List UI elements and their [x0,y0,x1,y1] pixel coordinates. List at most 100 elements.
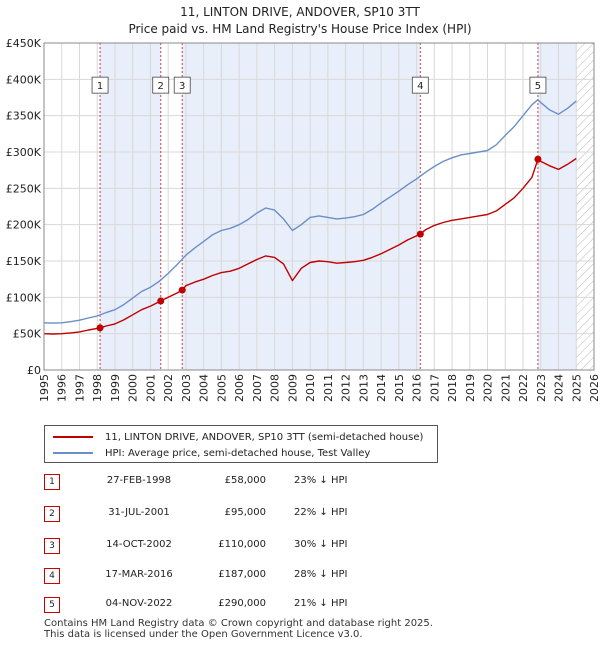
y-tick-label: £50K [13,328,42,341]
transaction-number-badge: 1 [44,474,60,490]
hpi-series-line [43,99,577,324]
legend-item-hpi: HPI: Average price, semi-detached house,… [53,446,370,460]
ownership-shade [537,43,577,370]
x-tick-label: 2012 [340,374,353,402]
transaction-price: £110,000 [218,539,266,550]
transaction-hpi-diff: 22% ↓ HPI [294,507,348,518]
transaction-hpi-diff: 23% ↓ HPI [294,475,348,486]
x-tick-label: 2021 [499,374,512,402]
y-tick-label: £400K [6,73,42,86]
x-tick-label: 2013 [357,374,370,402]
legend-property-swatch [53,436,93,438]
sale-point [534,155,542,163]
y-tick-label: £150K [6,255,42,268]
x-tick-label: 2005 [215,374,228,402]
transaction-price: £95,000 [224,507,266,518]
sale-label-number: 3 [179,81,185,92]
transaction-price: £187,000 [218,569,266,580]
legend-hpi-label: HPI: Average price, semi-detached house,… [105,447,371,459]
transaction-date: 04-NOV-2022 [105,598,173,609]
transaction-hpi-diff: 28% ↓ HPI [294,569,348,580]
footer-line-2: This data is licensed under the Open Gov… [44,629,363,640]
x-tick-label: 2023 [535,374,548,402]
y-tick-label: £350K [6,110,42,123]
sale-point [157,297,165,305]
x-tick-label: 2011 [322,374,335,402]
x-tick-label: 2004 [198,374,211,402]
x-tick-label: 1997 [73,374,86,402]
table-row: 4 17-MAR-2016 £187,000 28% ↓ HPI [44,566,464,586]
y-tick-label: £250K [6,182,42,195]
x-tick-label: 2009 [286,374,299,402]
transaction-date: 17-MAR-2016 [105,569,173,580]
x-tick-label: 1999 [109,374,122,402]
plot-frame [43,42,595,371]
table-row: 2 31-JUL-2001 £95,000 22% ↓ HPI [44,504,464,524]
x-tick-label: 2018 [446,374,459,402]
x-tick-label: 2010 [304,374,317,402]
transaction-number-badge: 2 [44,506,60,522]
legend-hpi-swatch [53,452,93,454]
sale-label-box [411,76,429,94]
sale-point [416,230,424,238]
sale-label-box [173,76,191,94]
x-tick-label: 2014 [375,374,388,402]
x-tick-label: 2002 [162,374,175,402]
x-tick-label: 1996 [56,374,69,402]
x-tick-label: 2024 [553,374,566,402]
sale-label-box [529,76,547,94]
sale-label-box [91,76,109,94]
y-tick-label: £100K [6,291,42,304]
transaction-price: £58,000 [224,475,266,486]
sale-label-number: 5 [535,81,541,92]
table-row: 1 27-FEB-1998 £58,000 23% ↓ HPI [44,472,464,492]
transaction-hpi-diff: 21% ↓ HPI [294,598,348,609]
footer-line-1: Contains HM Land Registry data © Crown c… [44,618,433,629]
x-tick-label: 2026 [588,374,600,402]
sale-label-number: 4 [417,81,423,92]
property-series-line [43,157,577,335]
transaction-date: 27-FEB-1998 [106,475,172,486]
x-tick-label: 2007 [251,374,264,402]
sale-label-number: 2 [158,81,164,92]
y-tick-label: £450K [6,37,42,50]
x-tick-label: 2020 [482,374,495,402]
chart-legend: 11, LINTON DRIVE, ANDOVER, SP10 3TT (sem… [44,425,438,463]
price-chart: 1 2 3 4 5 £0 £50K £100K £150K £200K £250K £300K £35… [6,37,600,402]
chart-title: 11, LINTON DRIVE, ANDOVER, SP10 3TT [180,5,420,19]
transaction-date: 31-JUL-2001 [108,507,170,518]
x-tick-label: 2017 [428,374,441,402]
chart-subtitle: Price paid vs. HM Land Registry's House … [128,22,472,36]
transaction-date: 14-OCT-2002 [106,539,172,550]
x-tick-label: 2006 [233,374,246,402]
x-tick-label: 2000 [127,374,140,402]
ownership-shade [182,43,421,370]
table-row: 5 04-NOV-2022 £290,000 21% ↓ HPI [44,595,464,615]
ownership-shade [100,43,161,370]
transaction-hpi-diff: 30% ↓ HPI [294,539,348,550]
sale-label-number: 1 [97,81,103,92]
x-tick-label: 2008 [269,374,282,402]
x-tick-label: 1995 [38,374,51,402]
x-tick-label: 2022 [517,374,530,402]
footer-attribution: Contains HM Land Registry data © Crown c… [44,618,433,640]
x-tick-label: 2001 [144,374,157,402]
transaction-price: £290,000 [218,598,266,609]
x-tick-label: 2015 [393,374,406,402]
transaction-number-badge: 3 [44,538,60,554]
x-tick-label: 2016 [411,374,424,402]
transaction-number-badge: 5 [44,597,60,613]
sale-point [178,286,186,294]
forecast-hatch [576,43,594,370]
legend-property-label: 11, LINTON DRIVE, ANDOVER, SP10 3TT (sem… [105,431,424,443]
legend-item-property: 11, LINTON DRIVE, ANDOVER, SP10 3TT (sem… [53,430,423,444]
x-tick-label: 2025 [570,374,583,402]
table-row: 3 14-OCT-2002 £110,000 30% ↓ HPI [44,536,464,556]
y-tick-label: £300K [6,146,42,159]
sale-label-box [152,76,170,94]
transaction-number-badge: 4 [44,568,60,584]
x-tick-label: 2003 [180,374,193,402]
y-tick-label: £0 [27,364,41,377]
sale-point [96,324,104,332]
y-tick-label: £200K [6,219,42,232]
